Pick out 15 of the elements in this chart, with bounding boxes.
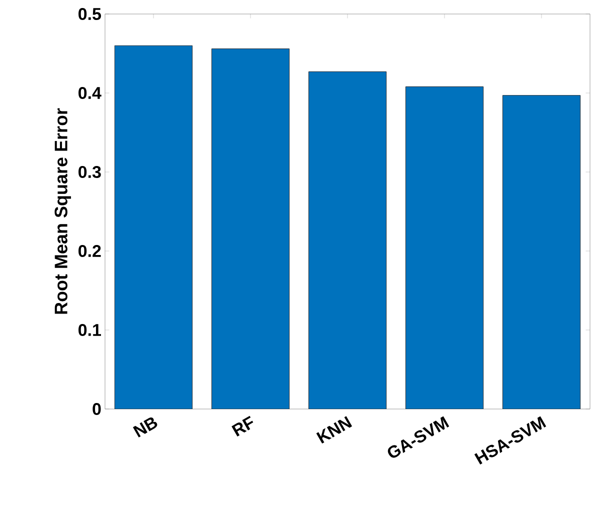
bar xyxy=(308,71,386,409)
x-tick-label: NB xyxy=(132,417,158,438)
y-tick-label: 0.3 xyxy=(78,166,101,178)
bar xyxy=(406,86,484,409)
y-tick-label: 0 xyxy=(92,402,101,416)
x-tick-label: RF xyxy=(232,416,254,436)
y-tick-label: 0.5 xyxy=(78,8,101,20)
y-tick-label: 0.2 xyxy=(78,244,101,258)
y-axis-title: Root Mean Square Error xyxy=(54,108,71,314)
bar xyxy=(212,48,290,409)
y-tick-label: 0.4 xyxy=(78,86,102,100)
bar xyxy=(114,45,192,409)
x-tick-label: KNN xyxy=(316,416,352,444)
bar xyxy=(502,95,580,409)
y-tick-label: 0.1 xyxy=(78,324,101,336)
